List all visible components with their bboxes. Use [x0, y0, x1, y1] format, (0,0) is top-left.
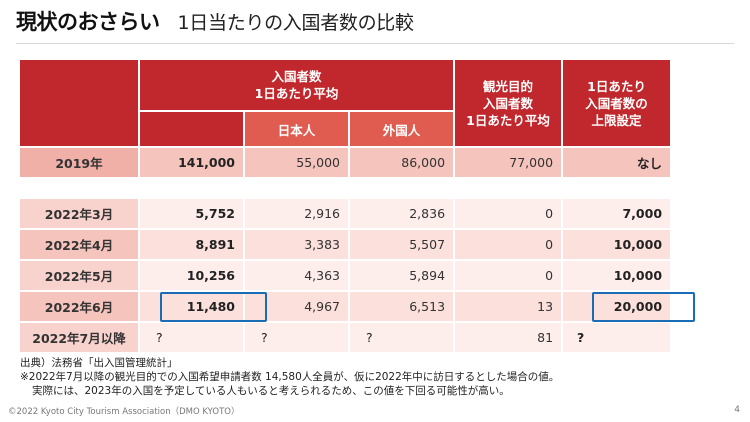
title-main: 現状のおさらい — [16, 10, 160, 34]
table-row-2022-03: 2022年3月 5,752 2,916 2,836 0 7,000 — [18, 197, 673, 230]
cell-tourism: 0 — [453, 259, 564, 292]
cell-japanese: 4,363 — [243, 259, 350, 292]
header-foreigners: 外国人 — [347, 110, 456, 148]
cell-total: ? — [138, 321, 245, 354]
header-daily-cap: 1日あたり 入国者数の 上限設定 — [561, 58, 673, 148]
cell-foreign: 86,000 — [347, 146, 456, 179]
cell-cap: 7,000 — [561, 197, 673, 230]
slide-title: 現状のおさらい 1日当たりの入国者数の比較 — [16, 6, 414, 40]
cell-tourism: 0 — [453, 197, 564, 230]
table-row-2019: 2019年 141,000 55,000 86,000 77,000 なし — [18, 146, 673, 179]
row-label: 2022年5月 — [18, 259, 140, 292]
cell-tourism: 77,000 — [453, 146, 564, 179]
cell-cap: ? — [561, 321, 673, 354]
row-label: 2019年 — [18, 146, 140, 179]
table-row-2022-05: 2022年5月 10,256 4,363 5,894 0 10,000 — [18, 259, 673, 292]
footnote-2: 実際には、2023年の入国を予定している人もいると考えられるため、この値を下回る… — [32, 385, 510, 397]
table-gap-row — [17, 177, 673, 199]
cell-foreign: 2,836 — [347, 197, 456, 230]
title-divider — [16, 43, 734, 44]
cell-japanese: 3,383 — [243, 228, 350, 261]
cell-total: 141,000 — [138, 146, 245, 179]
header-tourism-daily-avg: 観光目的 入国者数 1日あたり平均 — [453, 58, 564, 148]
cell-total: 10,256 — [138, 259, 245, 292]
table-row-2022-07-onward: 2022年7月以降 ? ? ? 81 ? — [18, 321, 673, 354]
cell-japanese: 4,967 — [243, 290, 350, 323]
cell-tourism: 13 — [453, 290, 564, 323]
cell-foreign: 6,513 — [347, 290, 456, 323]
cell-total: 8,891 — [138, 228, 245, 261]
row-label: 2022年7月以降 — [18, 321, 140, 354]
footnote-1: ※2022年7月以降の観光目的での入国希望申請者数 14,580人全員が、仮に2… — [20, 371, 560, 383]
table-row-2022-06: 2022年6月 11,480 4,967 6,513 13 20,000 — [18, 290, 673, 323]
row-label: 2022年4月 — [18, 228, 140, 261]
header-entrants-daily-avg: 入国者数 1日あたり平均 — [137, 58, 456, 112]
header-total-blank — [138, 110, 245, 148]
header-japanese: 日本人 — [243, 110, 350, 148]
title-sub: 1日当たりの入国者数の比較 — [177, 12, 415, 34]
table-row-2022-04: 2022年4月 8,891 3,383 5,507 0 10,000 — [18, 228, 673, 261]
source-note: 出典）法務省「出入国管理統計」 — [20, 357, 178, 369]
cell-cap: 10,000 — [561, 228, 673, 261]
cell-japanese: 55,000 — [243, 146, 350, 179]
cell-foreign: 5,507 — [347, 228, 456, 261]
header-corner-cell — [18, 58, 140, 148]
cell-cap: なし — [561, 146, 673, 179]
cell-japanese: ? — [243, 321, 350, 354]
cell-cap: 10,000 — [561, 259, 673, 292]
cell-foreign: 5,894 — [347, 259, 456, 292]
cell-cap: 20,000 — [561, 290, 673, 323]
cell-total: 11,480 — [138, 290, 245, 323]
cell-total: 5,752 — [138, 197, 245, 230]
page-number: 4 — [734, 405, 740, 415]
cell-foreign: ? — [347, 321, 456, 354]
row-label: 2022年6月 — [18, 290, 140, 323]
notes: 出典）法務省「出入国管理統計」 ※2022年7月以降の観光目的での入国希望申請者… — [20, 356, 559, 398]
cell-tourism: 81 — [453, 321, 564, 354]
copyright: ©2022 Kyoto City Tourism Association（DMO… — [8, 407, 240, 417]
row-label: 2022年3月 — [18, 197, 140, 230]
entrants-comparison-table: 入国者数 1日あたり平均 観光目的 入国者数 1日あたり平均 1日あたり 入国者… — [17, 58, 673, 354]
cell-tourism: 0 — [453, 228, 564, 261]
cell-japanese: 2,916 — [243, 197, 350, 230]
